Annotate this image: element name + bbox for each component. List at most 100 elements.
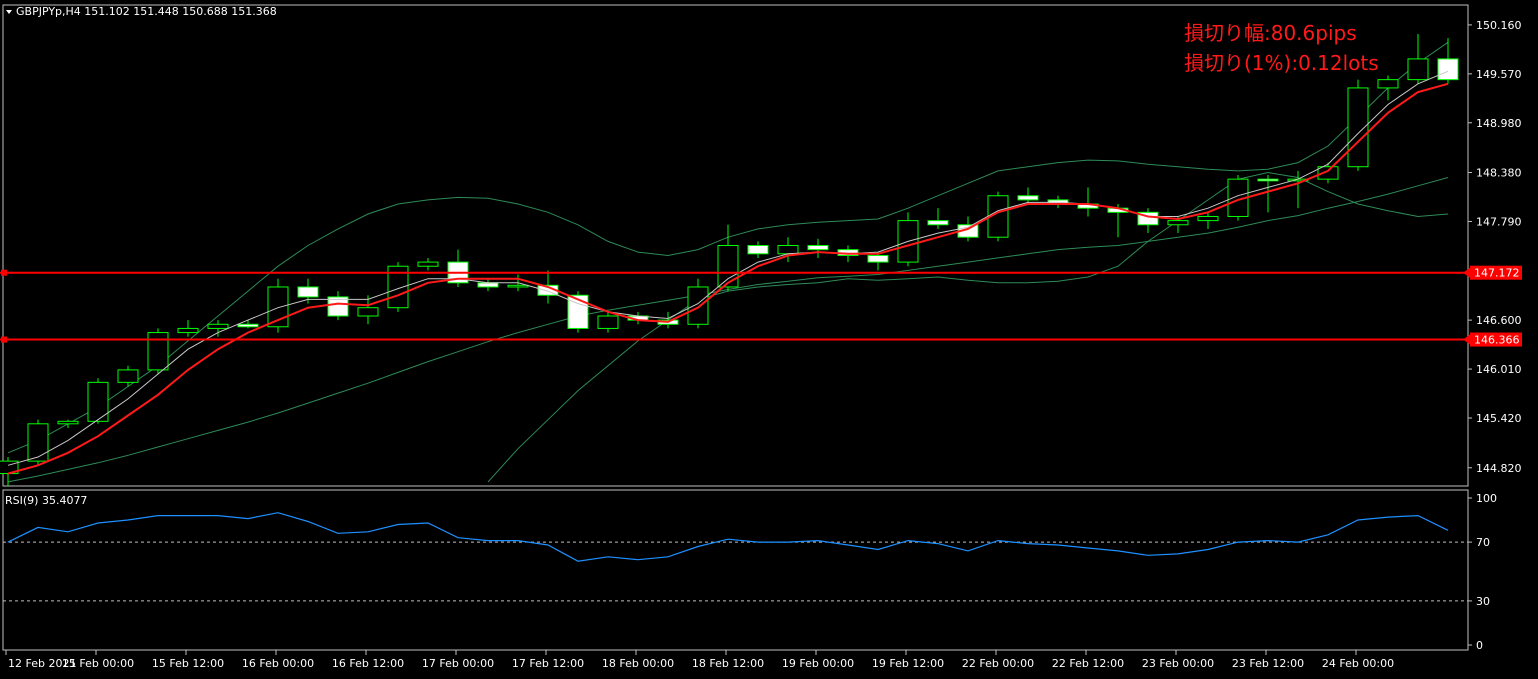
candle-body (87, 381, 109, 422)
red-moving-average-line (7, 82, 1449, 475)
price-line-tag-pointer (1463, 267, 1470, 278)
candle-body (1017, 195, 1039, 201)
candle-body (1377, 79, 1399, 89)
time-axis-label: 23 Feb 00:00 (1142, 657, 1214, 670)
candle-body (297, 286, 319, 298)
candle (27, 419, 49, 466)
time-axis-label: 15 Feb 12:00 (152, 657, 224, 670)
candle (567, 291, 589, 333)
candle (1377, 75, 1399, 101)
candle-body (597, 315, 619, 329)
candle-body (1167, 220, 1189, 226)
candle (927, 208, 949, 229)
candle (147, 328, 169, 375)
price-line-tag-label: 147.172 (1474, 267, 1520, 280)
candle-body (117, 369, 139, 383)
candle-body (927, 220, 949, 226)
time-axis-label: 19 Feb 12:00 (872, 657, 944, 670)
candle-body (687, 286, 709, 325)
price-axis-label: 144.820 (1476, 462, 1522, 475)
candle (747, 241, 769, 258)
time-axis-label: 15 Feb 00:00 (62, 657, 134, 670)
price-line-tag-pointer (1463, 334, 1470, 345)
candle-body (27, 423, 49, 462)
time-axis-label: 16 Feb 00:00 (242, 657, 314, 670)
candle-body (207, 323, 229, 329)
price-line-tag-label: 146.366 (1474, 334, 1520, 347)
time-axis-label: 17 Feb 12:00 (512, 657, 584, 670)
candle-body (777, 245, 799, 255)
time-axis-label: 18 Feb 12:00 (692, 657, 764, 670)
candle (357, 295, 379, 325)
candle (87, 378, 109, 424)
time-axis-label: 22 Feb 00:00 (962, 657, 1034, 670)
rsi-indicator: 100 70 30 0 (3, 492, 1497, 652)
candle-body (867, 254, 889, 263)
candle (327, 291, 349, 321)
price-axis-label: 148.980 (1476, 117, 1522, 130)
candle-body (147, 332, 169, 371)
time-axis-label: 23 Feb 12:00 (1232, 657, 1304, 670)
price-axis-label: 146.600 (1476, 314, 1522, 327)
candle-body (1197, 215, 1219, 222)
line-anchor-marker (1, 336, 7, 343)
candle-body (177, 327, 199, 334)
time-axis-label: 19 Feb 00:00 (782, 657, 854, 670)
rsi-axis-label: 30 (1476, 595, 1490, 608)
rsi-line (7, 512, 1449, 562)
time-axis-label: 24 Feb 00:00 (1322, 657, 1394, 670)
line-anchor-marker (1, 269, 7, 276)
candle-body (1407, 58, 1429, 81)
rsi-axis-label: 100 (1476, 492, 1497, 505)
price-axis-label: 149.570 (1476, 68, 1522, 81)
price-axis-label: 145.420 (1476, 412, 1522, 425)
rsi-axis-label: 70 (1476, 536, 1490, 549)
price-axis-label: 147.790 (1476, 215, 1522, 228)
time-axis-label: 16 Feb 12:00 (332, 657, 404, 670)
candle (867, 252, 889, 271)
candle (1257, 175, 1279, 213)
price-axis-label: 150.160 (1476, 19, 1522, 32)
candle (1017, 187, 1039, 205)
candle-body (477, 282, 499, 288)
candle-body (567, 294, 589, 329)
time-axis-label: 18 Feb 00:00 (602, 657, 674, 670)
candle-body (807, 245, 829, 251)
candle-body (357, 307, 379, 317)
candle (207, 320, 229, 337)
candle (1197, 212, 1219, 229)
candle-body (327, 296, 349, 317)
candle (1347, 79, 1369, 171)
candle (237, 320, 259, 329)
symbol-info-label: GBPJPYp,H4 151.102 151.448 150.688 151.3… (16, 5, 277, 18)
rsi-pane-frame (2, 489, 1469, 651)
candle-body (237, 323, 259, 328)
candle-body (267, 286, 289, 328)
bollinger-lower-line (487, 171, 1449, 483)
candle (267, 278, 289, 333)
rsi-axis-label: 0 (1476, 639, 1483, 652)
candle (1317, 162, 1339, 184)
candle (1437, 38, 1459, 84)
candle (417, 257, 439, 271)
candle (387, 262, 409, 312)
candle-body (1257, 178, 1279, 182)
price-axis: 150.160 149.570 148.980 148.380 147.790 146.6… (1468, 19, 1522, 475)
price-axis-label: 148.380 (1476, 167, 1522, 180)
price-line-tag (1470, 265, 1522, 280)
candle-body (1317, 166, 1339, 180)
stop-loss-lots-annotation: 損切り(1%):0.12lots (1184, 51, 1379, 75)
dropdown-triangle-icon[interactable] (6, 10, 12, 14)
candle (717, 224, 739, 292)
candle (1407, 34, 1429, 84)
time-axis-label: 22 Feb 12:00 (1052, 657, 1124, 670)
stop-loss-width-annotation: 損切り幅:80.6pips (1184, 21, 1357, 45)
price-axis-label: 146.010 (1476, 363, 1522, 376)
time-axis-label: 12 Feb 2021 (8, 657, 76, 670)
candle-body (57, 420, 79, 425)
candle-body (747, 245, 769, 255)
horizontal-lines[interactable]: 147.172 146.366 (0, 265, 1522, 347)
candle-body (507, 284, 529, 288)
